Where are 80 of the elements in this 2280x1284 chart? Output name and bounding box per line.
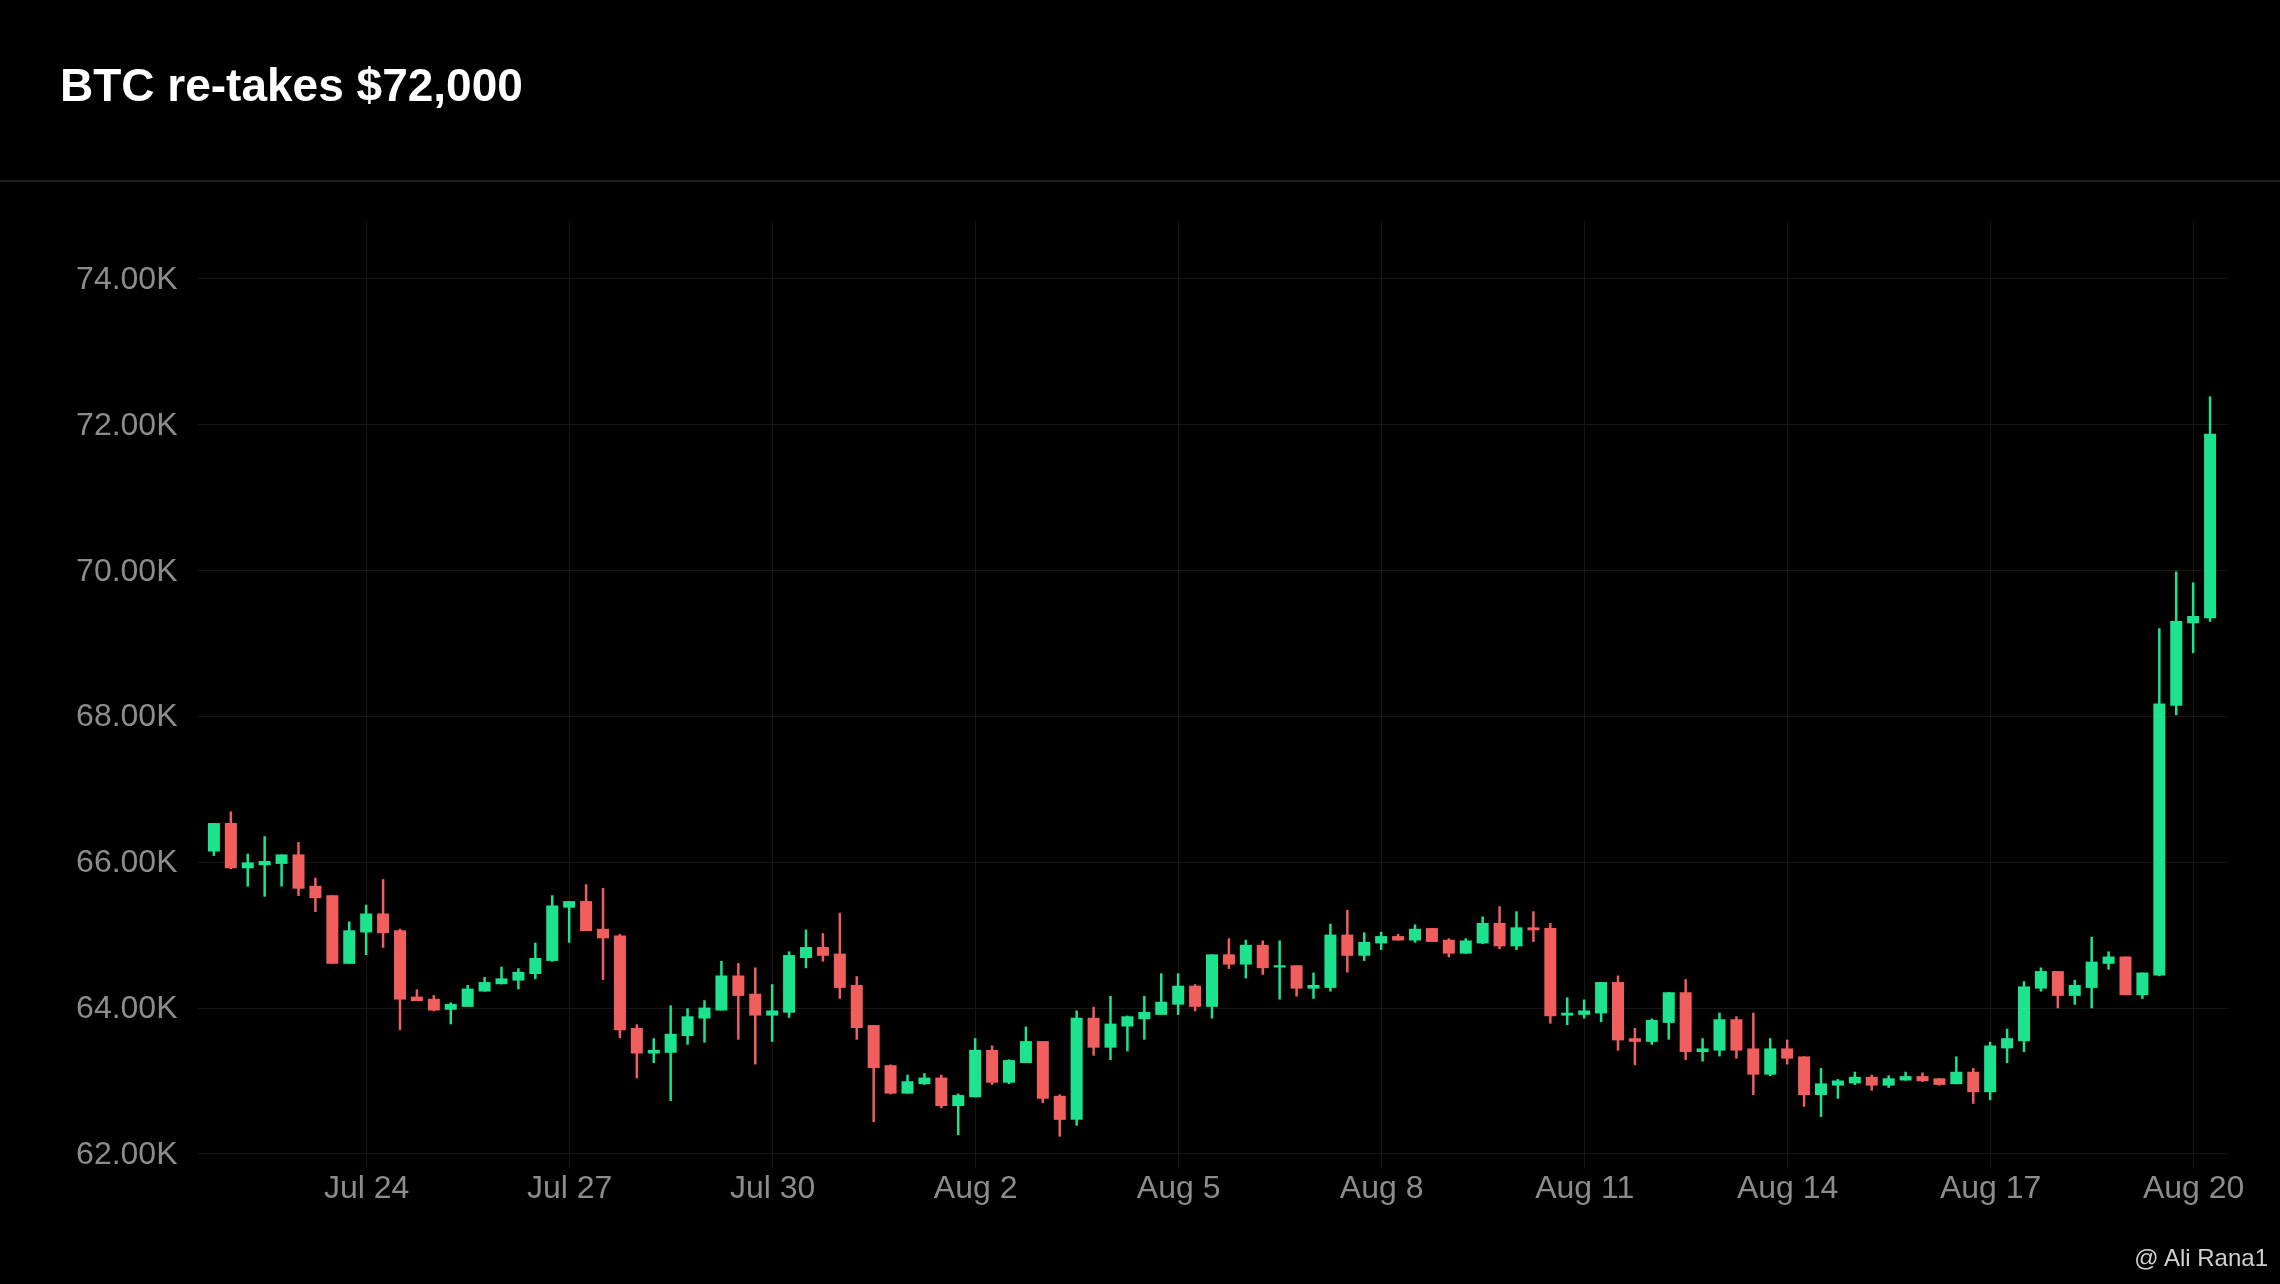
candlestick (241, 852, 254, 888)
candlestick (1290, 964, 1303, 998)
candlestick (258, 834, 271, 898)
candlestick (1239, 938, 1252, 980)
x-tick-label: Jul 24 (323, 1168, 410, 1205)
x-tick-label: Aug 11 (1535, 1168, 1635, 1205)
candlestick (1358, 931, 1371, 963)
y-tick-label: 66.00K (76, 843, 178, 880)
candlestick (360, 903, 373, 957)
chart-title: BTC re-takes $72,000 (60, 58, 523, 112)
text: @ Ali Rana1 (2134, 1244, 2268, 1272)
candlestick (1527, 910, 1540, 944)
x-tick-label: Jul 27 (526, 1168, 613, 1205)
candlestick (1442, 937, 1455, 959)
candlestick (1375, 930, 1388, 952)
candlestick (1155, 972, 1168, 1017)
candlestick (2034, 966, 2047, 993)
candlestick (1409, 923, 1421, 944)
candlestick (444, 1001, 457, 1026)
candlestick (1831, 1077, 1844, 1100)
y-tick-label: 62.00K (76, 1134, 178, 1171)
x-tick-label: Aug 14 (1736, 1168, 1839, 1205)
candlestick (1121, 1014, 1134, 1053)
candlestick (732, 961, 745, 1041)
candlestick (1341, 908, 1354, 974)
candlestick (563, 899, 576, 944)
x-tick-label: Aug 2 (933, 1168, 1018, 1205)
y-tick-label: 68.00K (76, 697, 178, 734)
candlestick (512, 966, 525, 991)
candlestick (1493, 904, 1506, 951)
candlestick (1019, 1025, 1032, 1065)
candlestick (2001, 1027, 2014, 1065)
candlestick (2136, 971, 2149, 1001)
candlestick (1138, 994, 1151, 1041)
candlestick (1967, 1066, 1980, 1106)
candlestick (1645, 1017, 1658, 1047)
candlestick (1307, 971, 1320, 1001)
candlestick (377, 877, 390, 950)
candlestick (1003, 1058, 1015, 1086)
candlestick (800, 928, 812, 970)
y-tick-label: 74.00K (76, 259, 178, 296)
candlestick (1950, 1055, 1963, 1086)
candlestick (698, 999, 711, 1044)
x-tick-label: Aug 20 (2142, 1168, 2245, 1205)
candlestick (529, 941, 542, 981)
x-tick-label: Aug 5 (1136, 1168, 1221, 1205)
candlestick (1781, 1038, 1794, 1066)
candlestick (2102, 950, 2115, 971)
candlestick (901, 1073, 914, 1095)
candlestick (1172, 972, 1185, 1017)
candlestick (1561, 996, 1574, 1027)
candlestick (1273, 939, 1286, 1001)
candlestick (749, 966, 762, 1066)
candlestick (2068, 978, 2081, 1006)
y-tick-label: 64.00K (76, 989, 178, 1026)
candlestick (275, 853, 288, 888)
y-tick-label: 70.00K (76, 551, 178, 588)
candlestick (1476, 915, 1489, 946)
candlestick (1578, 998, 1591, 1020)
candlestick (1815, 1066, 1827, 1119)
candlestick (1256, 939, 1269, 976)
candlestick (647, 1036, 660, 1065)
candlestick (664, 1004, 677, 1103)
candlestick (309, 876, 322, 914)
candlestick (1510, 910, 1523, 952)
y-tick-label: 72.00K (76, 405, 178, 442)
candlestick (816, 931, 829, 963)
x-tick-label: Aug 17 (1939, 1168, 2042, 1205)
candlestick (1189, 982, 1202, 1013)
candlestick (952, 1092, 965, 1137)
candlestick (2187, 581, 2200, 655)
candlestick (597, 886, 609, 982)
candlestick (1628, 1026, 1641, 1067)
x-tick-label: Jul 30 (729, 1168, 816, 1205)
candlestick (1222, 937, 1235, 971)
candlestick (681, 1007, 694, 1047)
x-tick-label: Aug 8 (1339, 1168, 1424, 1205)
candlestick (1696, 1036, 1709, 1063)
candlestick (766, 982, 779, 1044)
candlestick (461, 983, 474, 1009)
